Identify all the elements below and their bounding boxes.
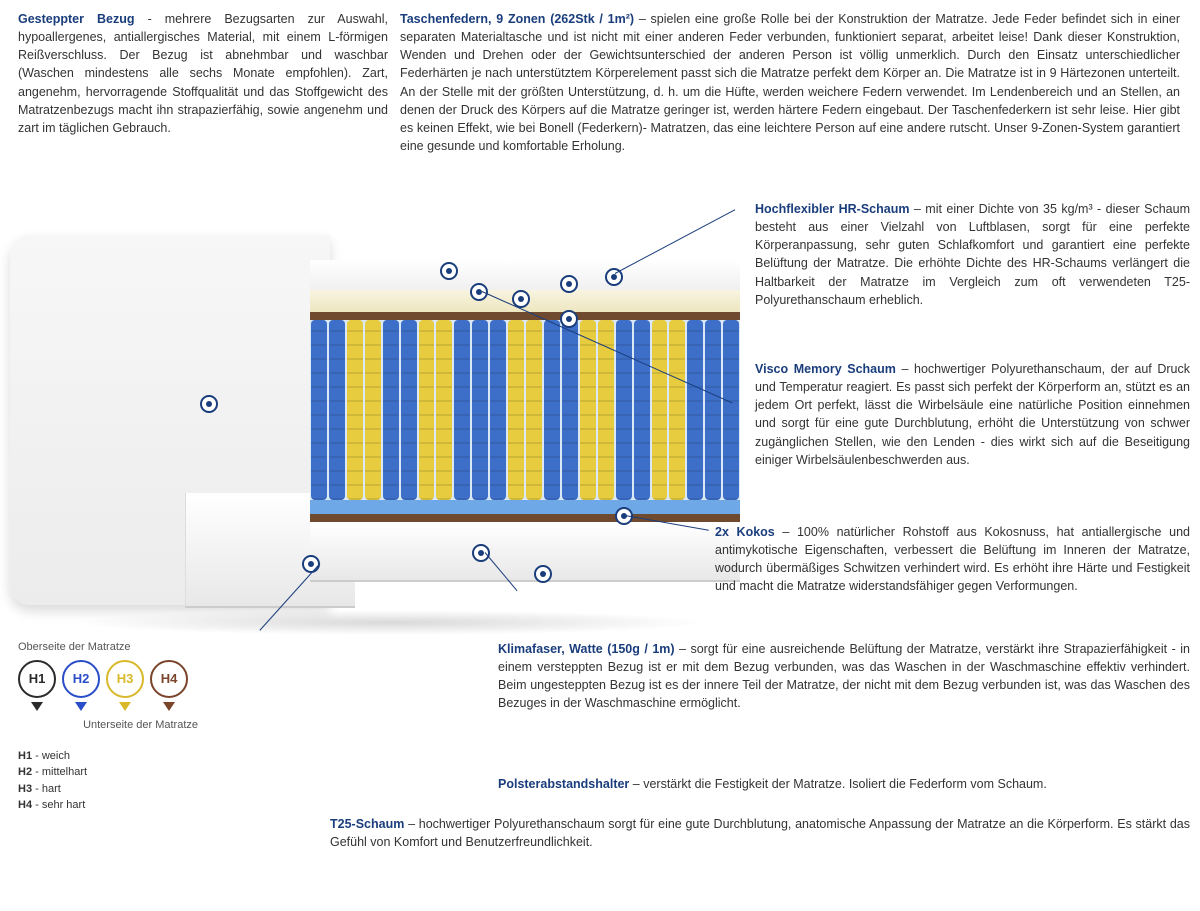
mattress-illustration [10, 205, 750, 625]
hardness-arrow-icon [119, 702, 131, 711]
spring-column [580, 320, 596, 500]
layer-foam-blue [310, 500, 740, 514]
top-right-block: Taschenfedern, 9 Zonen (262Stk / 1m²) – … [400, 10, 1190, 155]
marker-coco-top [560, 310, 578, 328]
callout-visco: Visco Memory Schaum – hochwertiger Polyu… [755, 360, 1190, 469]
spring-column [419, 320, 435, 500]
callout-hr-foam: Hochflexibler HR-Schaum – mit einer Dich… [755, 200, 1190, 309]
spring-column [383, 320, 399, 500]
callout-hr-foam-text: mit einer Dichte von 35 kg/m³ - dieser S… [755, 202, 1190, 307]
callout-kokos-title: 2x Kokos [715, 525, 775, 539]
callout-visco-title: Visco Memory Schaum [755, 362, 896, 376]
top-left-title: Gesteppter Bezug [18, 12, 135, 26]
callout-t25: T25-Schaum – hochwertiger Polyurethansch… [330, 815, 1190, 851]
marker-hr-foam [440, 262, 458, 280]
floor-shadow [70, 610, 710, 635]
marker-klima [472, 544, 490, 562]
hardness-legend-row: H1 - weich [18, 748, 268, 765]
layer-bottom-foam [310, 522, 740, 582]
callout-polster: Polsterabstandshalter – verstärkt die Fe… [498, 775, 1190, 793]
spring-column [490, 320, 506, 500]
spring-column [616, 320, 632, 500]
spring-column [687, 320, 703, 500]
hardness-arrows [18, 702, 268, 716]
hardness-legend-row: H2 - mittelhart [18, 764, 268, 781]
hardness-legend-row: H4 - sehr hart [18, 797, 268, 814]
marker-cover [200, 395, 218, 413]
hardness-circle-h2: H2 [62, 660, 100, 698]
spring-column [329, 320, 345, 500]
spring-column [526, 320, 542, 500]
top-left-block: Gesteppter Bezug - mehrere Bezugsarten z… [18, 10, 388, 155]
spring-column [454, 320, 470, 500]
callout-polster-text: verstärkt die Festigkeit der Matratze. I… [643, 777, 1047, 791]
hardness-circle-h3: H3 [106, 660, 144, 698]
hardness-arrow-icon [163, 702, 175, 711]
hardness-legend-rows: H1 - weichH2 - mittelhartH3 - hartH4 - s… [18, 748, 268, 814]
layer-cover-top [310, 260, 740, 290]
hardness-bottom-label: Unterseite der Matratze [18, 718, 198, 734]
hardness-circles: H1H2H3H4 [18, 660, 268, 698]
callout-hr-foam-title: Hochflexibler HR-Schaum [755, 202, 909, 216]
spring-column [472, 320, 488, 500]
spring-column [347, 320, 363, 500]
spring-column [436, 320, 452, 500]
top-right-text: spielen eine große Rolle bei der Konstru… [400, 12, 1180, 153]
top-left-sep: - [135, 12, 165, 26]
top-right-title: Taschenfedern, 9 Zonen (262Stk / 1m²) [400, 12, 634, 26]
marker-t25 [534, 565, 552, 583]
marker-spring-2 [560, 275, 578, 293]
spring-column [669, 320, 685, 500]
hardness-legend-row: H3 - hart [18, 781, 268, 798]
spring-column [365, 320, 381, 500]
hardness-circle-h4: H4 [150, 660, 188, 698]
hardness-legend: Oberseite der Matratze H1H2H3H4 Untersei… [18, 640, 268, 814]
layer-coconut-top [310, 312, 740, 320]
callout-klima-title: Klimafaser, Watte (150g / 1m) [498, 642, 675, 656]
spring-column [634, 320, 650, 500]
hardness-arrow-icon [31, 702, 43, 711]
top-left-text: mehrere Bezugsarten zur Auswahl, hypoall… [18, 12, 388, 135]
spring-column [544, 320, 560, 500]
spring-column [311, 320, 327, 500]
callout-klima: Klimafaser, Watte (150g / 1m) – sorgt fü… [498, 640, 1190, 713]
callout-polster-title: Polsterabstandshalter [498, 777, 629, 791]
callout-visco-text: hochwertiger Polyurethanschaum, der auf … [755, 362, 1190, 467]
spring-column [562, 320, 578, 500]
layer-coconut-bottom [310, 514, 740, 522]
callout-t25-text: hochwertiger Polyurethanschaum sorgt für… [330, 817, 1190, 849]
spring-column [723, 320, 739, 500]
mattress-cutaway [310, 260, 740, 610]
callout-t25-title: T25-Schaum [330, 817, 404, 831]
spring-column [508, 320, 524, 500]
spring-column [652, 320, 668, 500]
callout-kokos: 2x Kokos – 100% natürlicher Rohstoff aus… [715, 523, 1190, 596]
hardness-top-label: Oberseite der Matratze [18, 640, 268, 656]
hardness-circle-h1: H1 [18, 660, 56, 698]
layer-pocket-springs [310, 320, 740, 500]
spring-column [705, 320, 721, 500]
hardness-arrow-icon [75, 702, 87, 711]
top-right-sep: – [634, 12, 650, 26]
spring-column [401, 320, 417, 500]
